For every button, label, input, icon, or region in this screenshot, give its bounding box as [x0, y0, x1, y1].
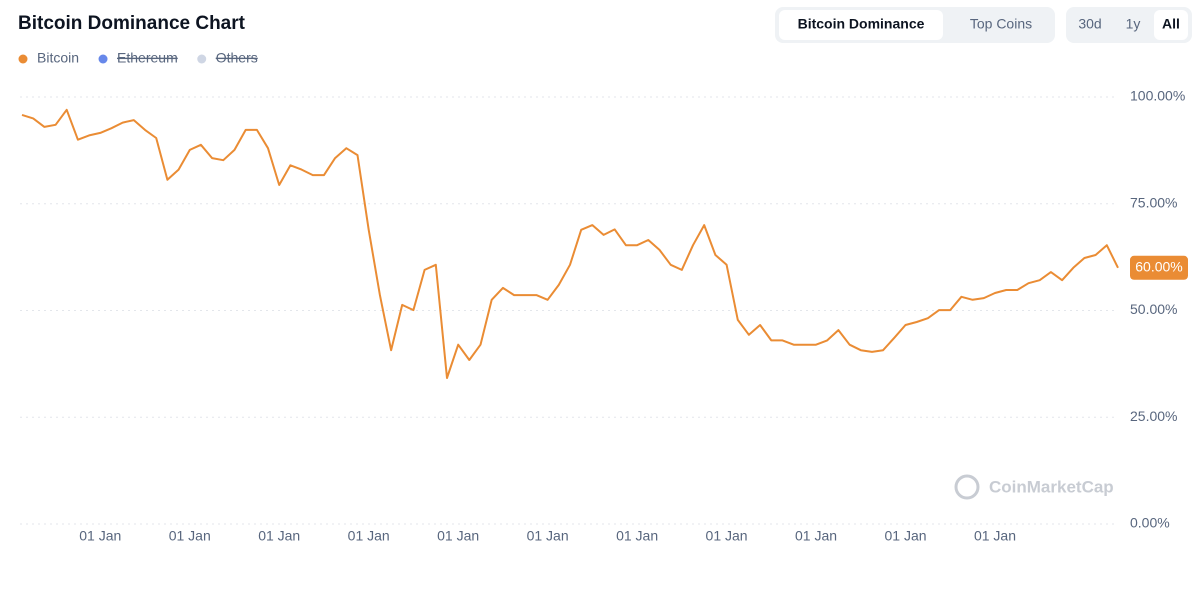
value-label: 60.00%	[1135, 259, 1182, 275]
range-button[interactable]: 30d	[1078, 16, 1101, 32]
tab[interactable]: Top Coins	[970, 16, 1032, 32]
y-tick-label: 100.00%	[1130, 88, 1185, 104]
legend-marker	[18, 54, 28, 64]
legend-marker	[98, 54, 108, 64]
tab[interactable]: Bitcoin Dominance	[798, 16, 925, 32]
x-tick-label: 01 Jan	[258, 528, 300, 544]
x-tick-label: 01 Jan	[706, 528, 748, 544]
x-tick-label: 01 Jan	[616, 528, 658, 544]
watermark-text: CoinMarketCap	[989, 477, 1114, 496]
x-tick-label: 01 Jan	[795, 528, 837, 544]
chart-title: Bitcoin Dominance Chart	[18, 13, 246, 34]
range-active-bg	[1154, 10, 1188, 40]
x-tick-label: 01 Jan	[974, 528, 1016, 544]
x-tick-label: 01 Jan	[79, 528, 121, 544]
legend-label[interactable]: Ethereum	[117, 50, 178, 66]
legend-label[interactable]: Bitcoin	[37, 50, 79, 66]
x-tick-label: 01 Jan	[884, 528, 926, 544]
legend-marker	[197, 54, 207, 64]
value-badge	[1130, 255, 1188, 280]
y-tick-label: 0.00%	[1130, 515, 1170, 531]
x-tick-label: 01 Jan	[437, 528, 479, 544]
y-tick-label: 25.00%	[1130, 408, 1177, 424]
range-button[interactable]: All	[1162, 16, 1180, 32]
x-tick-label: 01 Jan	[527, 528, 569, 544]
y-tick-label: 75.00%	[1130, 194, 1177, 210]
x-tick-label: 01 Jan	[348, 528, 390, 544]
range-button[interactable]: 1y	[1126, 16, 1141, 32]
tab-active-bg	[779, 10, 943, 40]
legend-label[interactable]: Others	[216, 50, 258, 66]
x-tick-label: 01 Jan	[169, 528, 211, 544]
line	[21, 108, 1119, 379]
watermark: CoinMarketCap	[954, 474, 1114, 500]
y-tick-label: 50.00%	[1130, 301, 1177, 317]
